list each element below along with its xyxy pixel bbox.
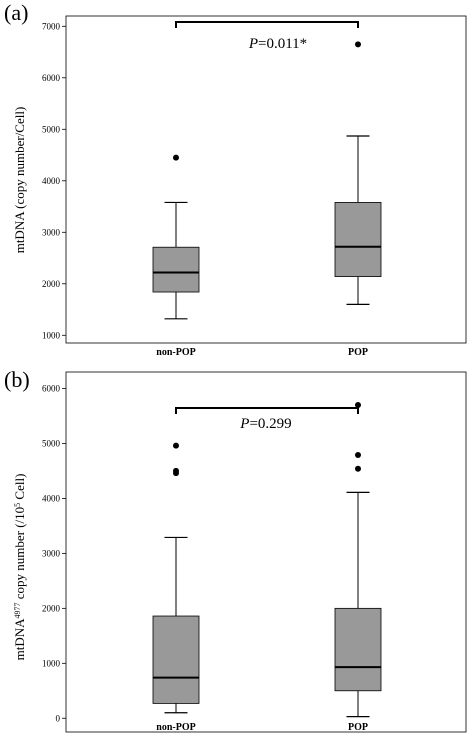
y-tick-label: 5000 xyxy=(42,124,61,134)
p-value-label: P=0.011* xyxy=(248,36,307,52)
significance-bracket xyxy=(175,407,359,414)
panel-label-a: (a) xyxy=(4,0,29,25)
y-tick-label: 2000 xyxy=(42,279,61,289)
iqr-box xyxy=(152,246,200,293)
x-axis-categories: non-POP POP xyxy=(156,347,368,358)
box-non-pop xyxy=(152,154,200,320)
y-tick-label: 4000 xyxy=(42,493,61,503)
y-tick-label: 3000 xyxy=(42,548,61,558)
x-category-label: non-POP xyxy=(156,722,195,733)
outlier-point xyxy=(173,467,179,474)
p-value-label: P=0.299 xyxy=(239,416,291,432)
significance-annotation: P=0.011* xyxy=(175,21,359,52)
y-tick-label: 0 xyxy=(56,713,61,723)
panel-a: (a) 1000 2000 3000 4000 5000 6000 7000 non-POP… xyxy=(4,0,467,358)
y-tick-label: 2000 xyxy=(42,603,61,613)
iqr-box xyxy=(152,615,200,704)
iqr-box xyxy=(334,202,382,277)
y-tick-label: 1000 xyxy=(42,330,61,340)
y-axis-label: mtDNA (copy number/Cell) xyxy=(12,107,27,254)
box-non-pop xyxy=(152,442,200,714)
panel-b: (b) 0 1000 2000 3000 4000 5000 6000 non-POP POP… xyxy=(0,367,474,734)
boxes-group xyxy=(152,401,382,718)
plot-frame xyxy=(65,371,467,733)
y-tick-label: 3000 xyxy=(42,227,61,237)
outlier-point xyxy=(355,465,361,472)
outlier-point xyxy=(355,41,361,48)
y-tick-label: 6000 xyxy=(42,383,61,393)
boxes-group xyxy=(152,41,382,320)
y-tick-label: 6000 xyxy=(42,73,61,83)
boxplot-chart-b: 0 1000 2000 3000 4000 5000 6000 non-POP POP P=0… xyxy=(12,371,467,733)
significance-annotation: P=0.299 xyxy=(175,407,359,432)
outlier-point xyxy=(173,154,179,161)
plot-frame xyxy=(65,15,467,344)
box-pop xyxy=(334,401,382,718)
panel-label-b: (b) xyxy=(4,367,30,392)
outlier-point xyxy=(355,401,361,408)
outlier-point xyxy=(173,442,179,449)
x-category-label: POP xyxy=(348,347,368,358)
y-tick-label: 5000 xyxy=(42,438,61,448)
outlier-point xyxy=(355,451,361,458)
x-category-label: POP xyxy=(348,722,368,733)
x-axis-categories: non-POP POP xyxy=(156,722,368,733)
y-tick-label: 1000 xyxy=(42,658,61,668)
significance-bracket xyxy=(175,21,359,28)
iqr-box xyxy=(334,607,382,692)
y-axis-label: mtDNA4977 copy number (/105 Cell) xyxy=(12,474,27,661)
box-pop xyxy=(334,41,382,305)
y-axis: 0 1000 2000 3000 4000 5000 6000 xyxy=(42,383,66,723)
y-tick-label: 4000 xyxy=(42,176,61,186)
x-category-label: non-POP xyxy=(156,347,195,358)
y-tick-label: 7000 xyxy=(42,21,61,31)
y-axis: 1000 2000 3000 4000 5000 6000 7000 xyxy=(42,21,66,340)
